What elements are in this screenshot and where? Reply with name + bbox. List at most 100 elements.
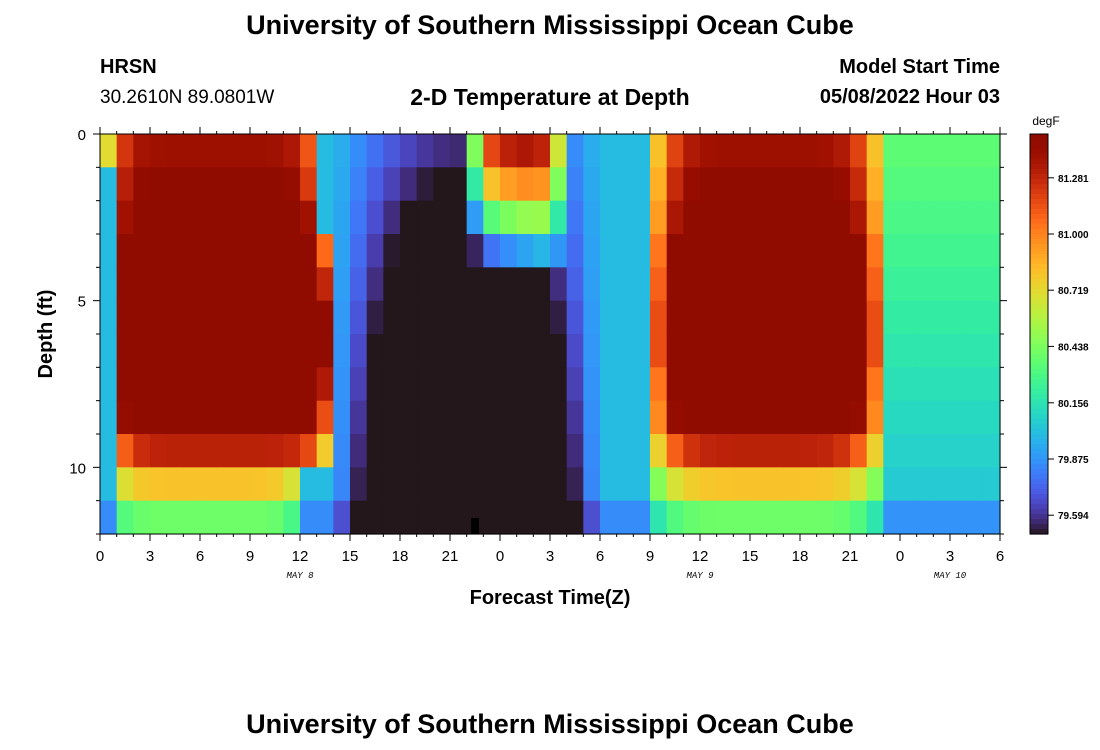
heatmap-cell bbox=[750, 167, 768, 202]
heatmap-cell bbox=[350, 167, 368, 202]
heatmap-cell bbox=[983, 400, 1001, 435]
heatmap-cell bbox=[266, 300, 284, 335]
axes: 0 3 6 9 12 15 18 21 0 3 6 9 12 15 18 21 0 3 6 MAY 8 MAY 9 MAY… bbox=[69, 127, 1007, 581]
heatmap-cell bbox=[933, 267, 951, 302]
colorbar-swatch bbox=[1030, 239, 1048, 245]
heatmap-cell bbox=[383, 434, 401, 468]
heatmap-cell bbox=[783, 367, 801, 402]
heatmap-cell bbox=[166, 467, 184, 502]
heatmap-cell bbox=[866, 200, 884, 235]
heatmap-cell bbox=[633, 134, 651, 168]
model-start-label: Model Start Time bbox=[839, 56, 1000, 78]
colorbar-swatch bbox=[1030, 509, 1048, 515]
heatmap-cell bbox=[800, 500, 818, 535]
heatmap-cell bbox=[383, 334, 401, 368]
heatmap-cell bbox=[350, 234, 368, 268]
heatmap-cell bbox=[883, 134, 901, 168]
heatmap-cell bbox=[166, 300, 184, 335]
heatmap-cell bbox=[816, 167, 834, 202]
heatmap-cell bbox=[283, 400, 301, 435]
colorbar-tick-label: 80.438 bbox=[1058, 342, 1089, 353]
colorbar-swatch bbox=[1030, 209, 1048, 215]
heatmap-cell bbox=[983, 467, 1001, 502]
heatmap-cell bbox=[533, 367, 551, 402]
colorbar-swatch bbox=[1030, 309, 1048, 315]
heatmap-cell bbox=[433, 234, 451, 268]
heatmap-cell bbox=[500, 300, 518, 335]
heatmap-cell bbox=[666, 200, 684, 235]
colorbar-swatch bbox=[1030, 149, 1048, 155]
heatmap-cell bbox=[400, 134, 418, 168]
heatmap-cell bbox=[683, 267, 701, 302]
heatmap-cell bbox=[750, 300, 768, 335]
heatmap-cell bbox=[283, 434, 301, 468]
heatmap-cell bbox=[200, 500, 218, 535]
x-tick-label: 18 bbox=[792, 548, 809, 565]
heatmap-cell bbox=[450, 434, 468, 468]
colorbar-swatch bbox=[1030, 424, 1048, 430]
heatmap-cell bbox=[100, 167, 118, 202]
colorbar-swatch bbox=[1030, 499, 1048, 505]
heatmap-cell bbox=[900, 167, 918, 202]
heatmap-cell bbox=[550, 500, 568, 535]
heatmap-cell bbox=[866, 467, 884, 502]
heatmap-cell bbox=[866, 500, 884, 535]
heatmap-cell bbox=[100, 300, 118, 335]
heatmap-cell bbox=[100, 267, 118, 302]
heatmap-cell bbox=[116, 500, 134, 535]
heatmap-cell bbox=[316, 134, 334, 168]
heatmap-cell bbox=[766, 434, 784, 468]
heatmap-cell bbox=[800, 234, 818, 268]
heatmap-cell bbox=[150, 367, 168, 402]
heatmap-cell bbox=[716, 367, 734, 402]
heatmap-cell bbox=[866, 300, 884, 335]
x-tick-label: 3 bbox=[546, 548, 554, 565]
heatmap-cell bbox=[200, 367, 218, 402]
heatmap-cell bbox=[566, 434, 584, 468]
heatmap-cell bbox=[700, 434, 718, 468]
colorbar-swatch bbox=[1030, 319, 1048, 325]
colorbar-swatch bbox=[1030, 289, 1048, 295]
heatmap-cell bbox=[700, 300, 718, 335]
heatmap-cell bbox=[683, 434, 701, 468]
date-label: MAY 9 bbox=[686, 571, 714, 581]
heatmap-cell bbox=[816, 400, 834, 435]
heatmap-cell bbox=[883, 500, 901, 535]
heatmap-cell bbox=[933, 134, 951, 168]
heatmap-cell bbox=[966, 334, 984, 368]
x-tick-label: 0 bbox=[96, 548, 104, 565]
heatmap-cell bbox=[233, 434, 251, 468]
heatmap-cell bbox=[583, 500, 601, 535]
heatmap-cell bbox=[333, 334, 351, 368]
colorbar-swatch bbox=[1030, 264, 1048, 270]
heatmap-cell bbox=[716, 234, 734, 268]
heatmap-cell bbox=[633, 334, 651, 368]
heatmap-cell bbox=[466, 300, 484, 335]
heatmap-cell bbox=[283, 334, 301, 368]
heatmap-cell bbox=[216, 467, 234, 502]
heatmap-cell bbox=[633, 200, 651, 235]
heatmap-cell bbox=[266, 167, 284, 202]
heatmap-cell bbox=[983, 234, 1001, 268]
heatmap-cell bbox=[916, 400, 934, 435]
heatmap-cell bbox=[400, 467, 418, 502]
heatmap-cell bbox=[300, 334, 318, 368]
colorbar-swatch bbox=[1030, 169, 1048, 175]
heatmap-cell bbox=[383, 467, 401, 502]
heatmap-cell bbox=[100, 467, 118, 502]
heatmap-cell bbox=[100, 334, 118, 368]
heatmap-cell bbox=[783, 400, 801, 435]
heatmap-cell bbox=[983, 167, 1001, 202]
heatmap-cell bbox=[483, 434, 501, 468]
heatmap-cell bbox=[816, 500, 834, 535]
heatmap-cell bbox=[150, 467, 168, 502]
heatmap-cell bbox=[783, 134, 801, 168]
heatmap-cell bbox=[716, 134, 734, 168]
heatmap-cell bbox=[183, 167, 201, 202]
heatmap-cell bbox=[900, 334, 918, 368]
heatmap-cell bbox=[533, 334, 551, 368]
heatmap-cell bbox=[733, 267, 751, 302]
colorbar-swatch bbox=[1030, 284, 1048, 290]
heatmap-cell bbox=[300, 267, 318, 302]
heatmap-cell bbox=[966, 167, 984, 202]
